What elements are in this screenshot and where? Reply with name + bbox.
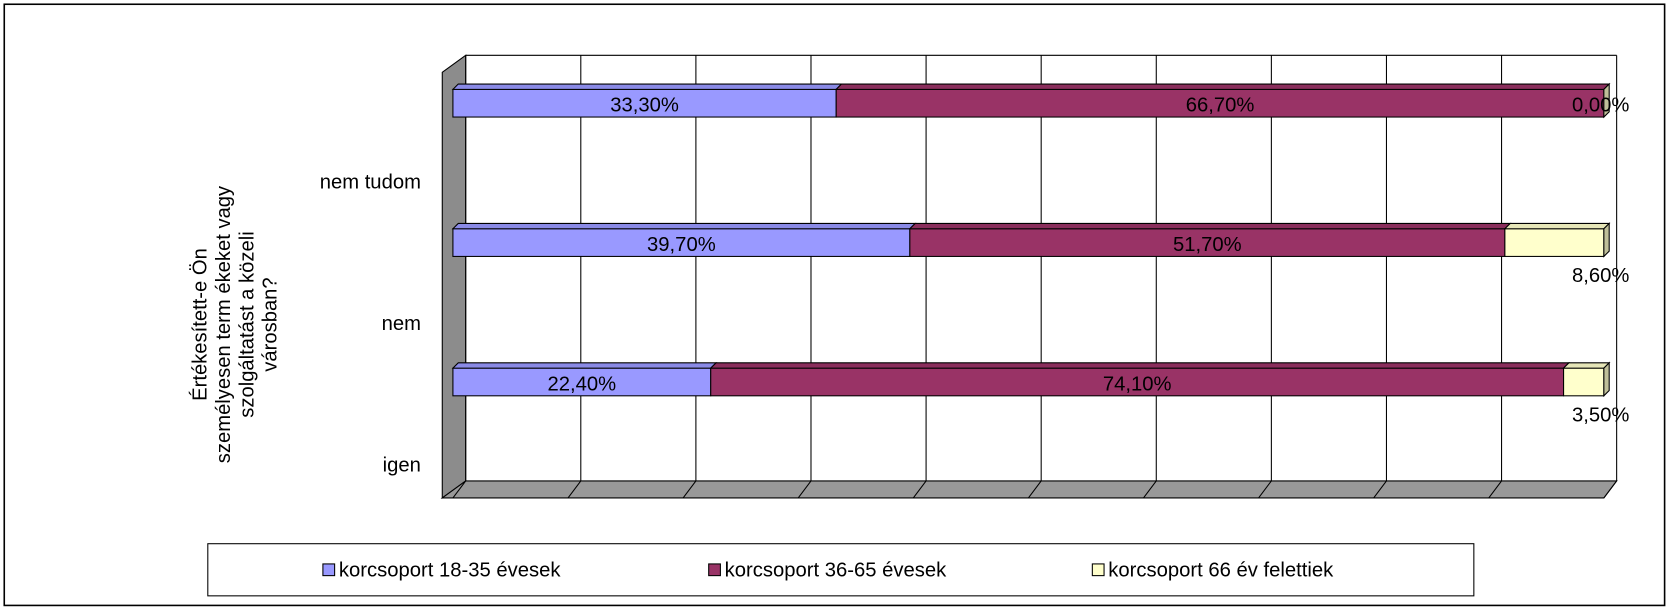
- bar: [452, 88, 837, 118]
- data-label: 22,40%: [548, 374, 617, 396]
- grid-line: [1143, 55, 1157, 499]
- bar-top: [908, 222, 1512, 230]
- data-label: 3,50%: [1572, 404, 1629, 426]
- bar: [1504, 228, 1605, 257]
- y-axis-label: Értékesített-e Önszemélyesen term ékeket…: [189, 185, 282, 463]
- legend-label: korcsoport 36-65 évesek: [725, 560, 947, 582]
- grid-line: [912, 55, 927, 499]
- legend-swatch: [1091, 563, 1105, 577]
- y-axis-title-line: Értékesített-e Ön: [189, 248, 212, 401]
- bar-top: [451, 83, 843, 90]
- bar-top: [1503, 222, 1611, 230]
- y-axis-title-line: városban?: [260, 277, 282, 371]
- bar-side: [1603, 82, 1610, 119]
- bar-side: [1603, 361, 1610, 398]
- grid-line: [1373, 55, 1387, 499]
- bar-top: [1562, 362, 1611, 369]
- category-label: igen: [383, 454, 421, 476]
- grid-line: [567, 55, 582, 499]
- data-label: 0,00%: [1572, 95, 1629, 117]
- category-label: nem tudom: [320, 171, 421, 193]
- bar: [452, 367, 712, 397]
- bar: [710, 367, 1565, 397]
- grid-line: [452, 55, 467, 499]
- grid-line: [682, 55, 697, 499]
- grid-line: [1258, 55, 1272, 499]
- bar-top: [451, 362, 718, 369]
- category-label: nem: [382, 313, 421, 335]
- bar-top: [709, 362, 1571, 369]
- grid-line: [1027, 55, 1042, 499]
- bar: [835, 88, 1605, 118]
- bar-top: [451, 222, 917, 230]
- data-label: 74,10%: [1103, 374, 1172, 396]
- data-label: 66,70%: [1186, 95, 1255, 117]
- legend-box: [207, 543, 1475, 597]
- floor: [440, 480, 1618, 499]
- data-label: 33,30%: [610, 95, 679, 117]
- grid-line: [797, 55, 812, 499]
- legend-swatch: [708, 563, 721, 577]
- bar: [452, 228, 911, 257]
- bar: [1563, 367, 1605, 397]
- legend-label: korcsoport 66 év felettiek: [1108, 560, 1334, 582]
- bar-side: [1603, 222, 1610, 258]
- data-label: 39,70%: [647, 234, 716, 256]
- y-axis-title-line: szolgáltatást a közeli: [237, 231, 259, 417]
- data-label: 8,60%: [1572, 265, 1629, 287]
- grid-line: [1603, 55, 1618, 499]
- y-axis-title: Értékesített-e Önszemélyesen term ékeket…: [189, 185, 282, 463]
- side-wall: [441, 54, 467, 500]
- grid-line: [1488, 55, 1503, 499]
- y-axis-title-line: személyesen term ékeket vagy: [213, 185, 235, 463]
- data-label: 51,70%: [1173, 234, 1242, 256]
- legend-label: korcsoport 18-35 évesek: [339, 560, 561, 582]
- bar: [909, 228, 1506, 257]
- bar-top: [834, 83, 1611, 90]
- legend-swatch: [322, 563, 336, 577]
